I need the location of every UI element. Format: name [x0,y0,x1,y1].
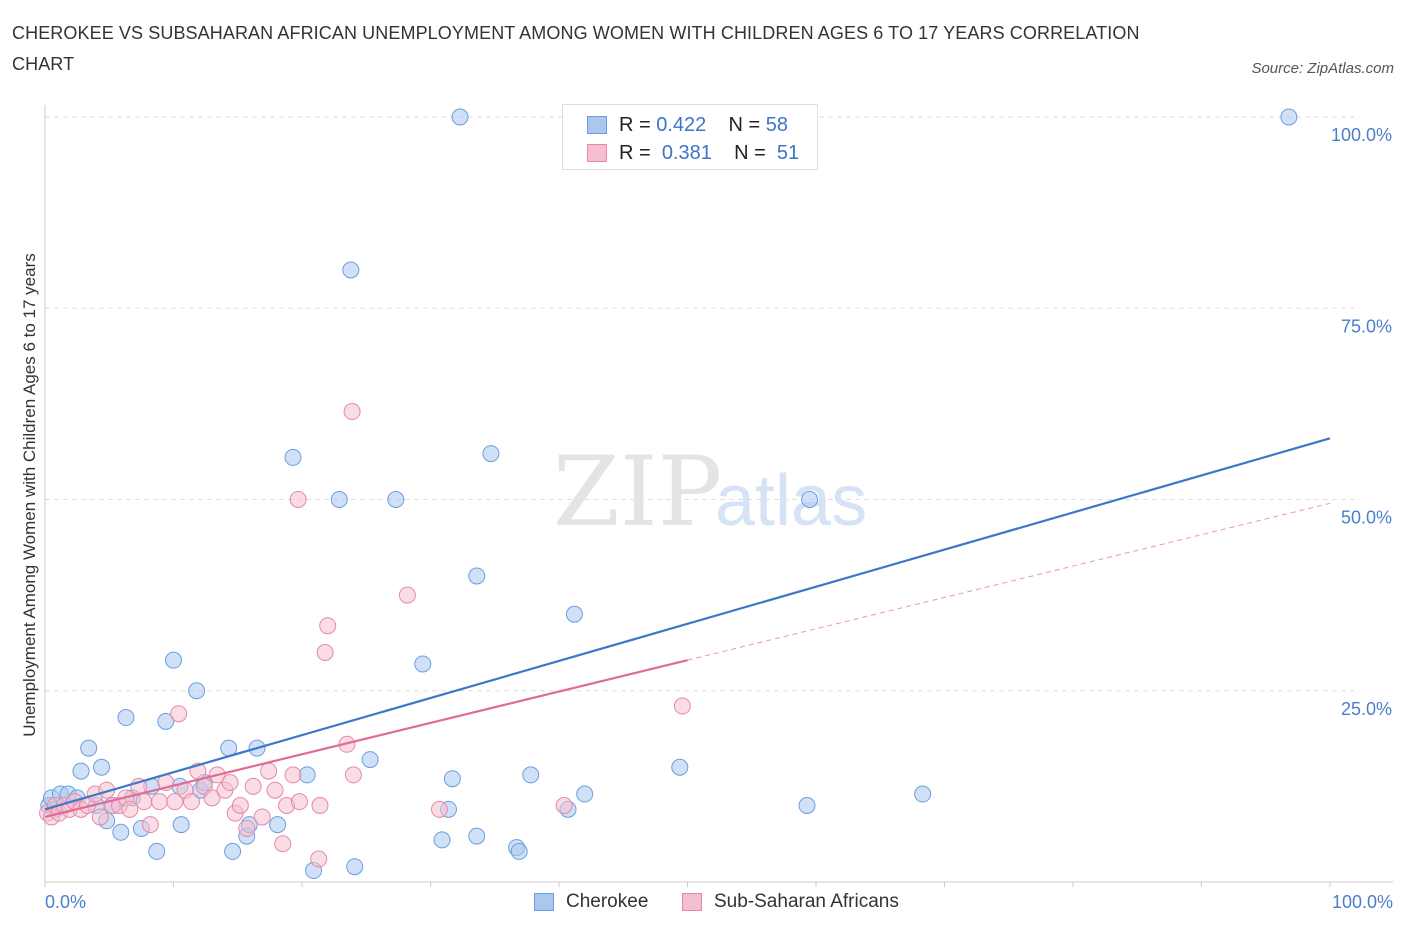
cherokee-point [576,785,594,803]
y-tick-label: 100.0% [1331,125,1392,145]
subsaharan-point [290,793,308,811]
y-tick-label: 25.0% [1341,699,1392,719]
subsaharan-point [430,800,448,818]
cherokee-point [165,651,182,669]
cherokee-point [798,797,816,814]
stats-legend-row-cherokee: R = 0.422 N = 58 [587,111,788,139]
source-label: Source: ZipAtlas.com [1251,60,1394,77]
cherokee-point [468,567,486,585]
subsaharan-point [253,808,271,826]
cherokee-point [468,827,486,845]
subsaharan-point [221,774,239,792]
cherokee-point [1280,108,1298,126]
stats-legend-row-subsaharan: R = 0.381 N = 51 [587,139,799,167]
cherokee-point [433,831,451,849]
y-tick-label: 75.0% [1341,316,1392,336]
subsaharan-point [141,816,159,834]
subsaharan-point [182,793,200,811]
subsaharan-point [343,403,361,421]
legend-item-cherokee[interactable]: Cherokee [534,890,648,914]
subsaharan-point [289,491,307,508]
subsaharan-trendline-extension [687,502,1331,661]
watermark-zip: ZIP [553,436,722,548]
r-value: 0.422 [656,113,707,136]
cherokee-point [72,762,90,780]
cherokee-trendline [44,437,1331,811]
subsaharan-point [316,644,334,661]
cherokee-point [80,739,98,757]
x-tick-label: 0.0% [45,892,86,912]
cherokee-point [112,823,130,841]
cherokee-point [346,858,364,876]
subsaharan-point [203,789,221,807]
cherokee-point [269,816,287,834]
stats-legend: R = 0.422 N = 58 R = 0.381 N = 51 [562,104,818,170]
subsaharan-point [274,835,292,853]
legend-label: Cherokee [566,891,649,912]
cherokee-point [284,448,302,466]
subsaharan-point [238,819,256,837]
subsaharan-point [121,800,139,818]
cherokee-point [224,842,242,860]
cherokee-point [522,766,540,784]
chart-title: CHEROKEE VS SUBSAHARAN AFRICAN UNEMPLOYM… [12,23,1140,74]
cherokee-point [565,605,583,623]
subsaharan-point [170,705,188,723]
cherokee-point [342,261,360,279]
cherokee-point [172,816,190,834]
cherokee-point [93,758,111,776]
subsaharan-point [266,781,284,799]
subsaharan-point [555,797,573,814]
cherokee-point [510,842,528,860]
y-axis-label: Unemployment Among Women with Children A… [20,253,39,737]
cherokee-point [298,766,316,784]
cherokee-point [451,108,469,126]
n-value: 58 [765,113,789,136]
legend-item-subsaharan[interactable]: Sub-Saharan Africans [682,890,899,914]
cherokee-point [188,682,206,700]
subsaharan-point [150,793,168,811]
subsaharan-point [284,766,302,784]
subsaharan-point [673,697,691,715]
subsaharan-point [344,766,362,784]
legend-label: Sub-Saharan Africans [714,891,899,912]
cherokee-point [414,655,432,673]
cherokee-point [671,758,689,776]
subsaharan-swatch [587,144,607,162]
subsaharan-swatch [682,893,702,911]
subsaharan-point [244,777,262,795]
cherokee-point [157,712,175,730]
subsaharan-point [310,850,328,868]
r-value: 0.381 [661,141,712,164]
subsaharan-point [135,793,153,811]
subsaharan-point [311,797,329,814]
subsaharan-trendline [44,659,688,819]
n-label: N = [734,141,766,164]
subsaharan-point [319,617,337,635]
r-label: R = [619,113,651,136]
r-label: R = [619,141,651,164]
cherokee-point [801,491,819,508]
cherokee-point [914,785,932,803]
watermark-atlas: atlas [715,461,867,541]
cherokee-point [117,709,135,727]
cherokee-point [330,491,348,508]
cherokee-point [482,445,500,463]
n-value: 51 [776,141,800,164]
cherokee-point [443,770,461,788]
subsaharan-point [260,762,278,780]
cherokee-point [148,842,166,860]
subsaharan-point [398,586,416,604]
cherokee-point [361,751,379,769]
n-label: N = [728,113,761,136]
cherokee-point [387,491,405,508]
cherokee-swatch [534,893,554,911]
subsaharan-point [91,808,109,826]
subsaharan-point [231,797,249,814]
x-tick-label: 100.0% [1332,892,1393,912]
subsaharan-point [166,793,184,811]
y-tick-label: 50.0% [1341,508,1392,528]
cherokee-swatch [587,116,607,134]
